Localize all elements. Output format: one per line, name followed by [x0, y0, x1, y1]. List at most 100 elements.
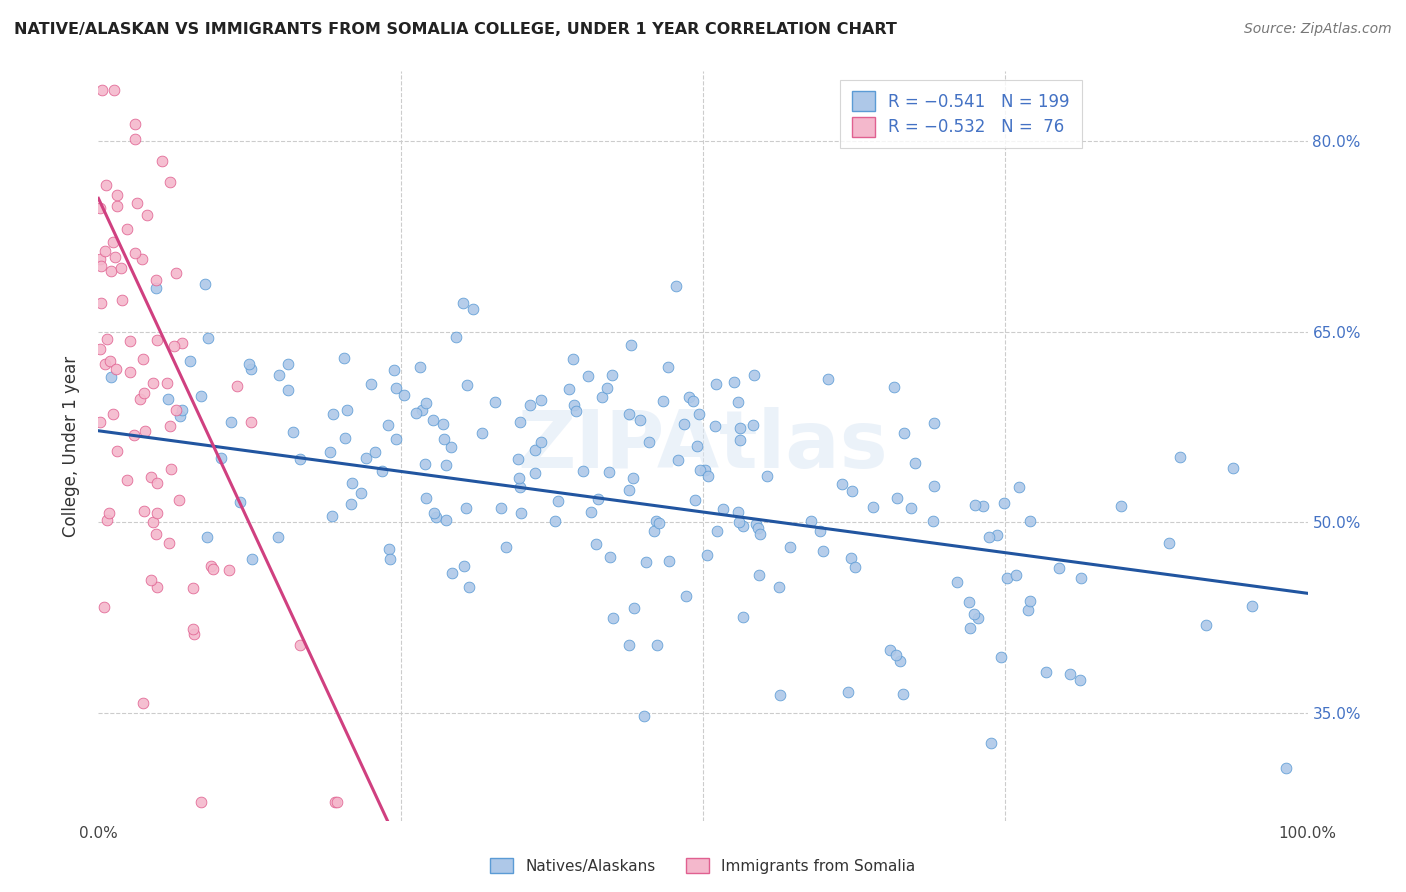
Point	[884, 648, 907, 662]
Point	[165, 266, 187, 280]
Point	[384, 381, 406, 395]
Point	[458, 580, 481, 594]
Point	[434, 513, 457, 527]
Point	[385, 432, 408, 446]
Point	[409, 360, 432, 375]
Point	[378, 552, 401, 566]
Point	[392, 388, 415, 402]
Point	[993, 496, 1015, 510]
Point	[703, 418, 725, 433]
Point	[524, 442, 547, 457]
Point	[1059, 667, 1081, 681]
Point	[89, 201, 111, 215]
Point	[831, 477, 853, 491]
Point	[986, 528, 1008, 542]
Point	[723, 376, 745, 390]
Point	[672, 417, 695, 431]
Point	[115, 221, 138, 235]
Point	[748, 568, 770, 582]
Point	[1035, 665, 1057, 679]
Point	[678, 390, 700, 404]
Point	[370, 464, 392, 478]
Point	[619, 483, 641, 497]
Point	[290, 451, 312, 466]
Point	[411, 402, 433, 417]
Point	[202, 562, 225, 576]
Point	[219, 415, 242, 429]
Point	[240, 552, 263, 566]
Point	[808, 524, 831, 538]
Point	[484, 395, 506, 409]
Point	[131, 252, 153, 267]
Point	[689, 462, 711, 476]
Point	[562, 398, 585, 412]
Point	[1018, 594, 1040, 608]
Point	[104, 362, 127, 376]
Point	[617, 407, 640, 421]
Point	[841, 483, 863, 498]
Point	[623, 601, 645, 615]
Point	[145, 333, 167, 347]
Point	[602, 611, 624, 625]
Point	[576, 369, 599, 384]
Point	[893, 687, 915, 701]
Point	[124, 117, 146, 131]
Point	[150, 154, 173, 169]
Point	[643, 524, 665, 538]
Point	[1047, 561, 1070, 575]
Point	[749, 527, 772, 541]
Point	[91, 83, 114, 97]
Point	[277, 357, 299, 371]
Point	[157, 392, 180, 406]
Point	[1195, 618, 1218, 632]
Point	[1157, 536, 1180, 550]
Point	[134, 424, 156, 438]
Point	[769, 688, 792, 702]
Point	[728, 421, 751, 435]
Point	[423, 506, 446, 520]
Point	[350, 485, 373, 500]
Point	[889, 654, 911, 668]
Point	[946, 575, 969, 590]
Point	[267, 530, 290, 544]
Point	[959, 621, 981, 635]
Point	[598, 465, 620, 479]
Point	[340, 498, 363, 512]
Point	[591, 390, 613, 404]
Point	[922, 514, 945, 528]
Point	[100, 354, 122, 368]
Point	[105, 187, 128, 202]
Point	[995, 571, 1018, 585]
Legend: Natives/Alaskans, Immigrants from Somalia: Natives/Alaskans, Immigrants from Somali…	[484, 852, 922, 880]
Point	[817, 372, 839, 386]
Point	[134, 504, 156, 518]
Point	[141, 573, 163, 587]
Point	[377, 418, 399, 433]
Point	[226, 378, 249, 392]
Point	[704, 377, 727, 392]
Point	[432, 417, 454, 432]
Point	[336, 402, 359, 417]
Point	[360, 376, 382, 391]
Point	[586, 491, 609, 506]
Point	[240, 415, 263, 429]
Point	[183, 581, 205, 595]
Point	[461, 301, 484, 316]
Point	[495, 540, 517, 554]
Point	[900, 501, 922, 516]
Point	[333, 431, 356, 445]
Point	[165, 403, 187, 417]
Point	[170, 336, 193, 351]
Point	[620, 337, 643, 351]
Point	[181, 622, 204, 636]
Point	[524, 466, 547, 480]
Point	[288, 638, 311, 652]
Point	[596, 381, 619, 395]
Point	[159, 175, 181, 189]
Point	[453, 559, 475, 574]
Point	[742, 417, 765, 432]
Point	[688, 408, 710, 422]
Point	[145, 526, 167, 541]
Point	[440, 440, 463, 454]
Point	[453, 296, 475, 310]
